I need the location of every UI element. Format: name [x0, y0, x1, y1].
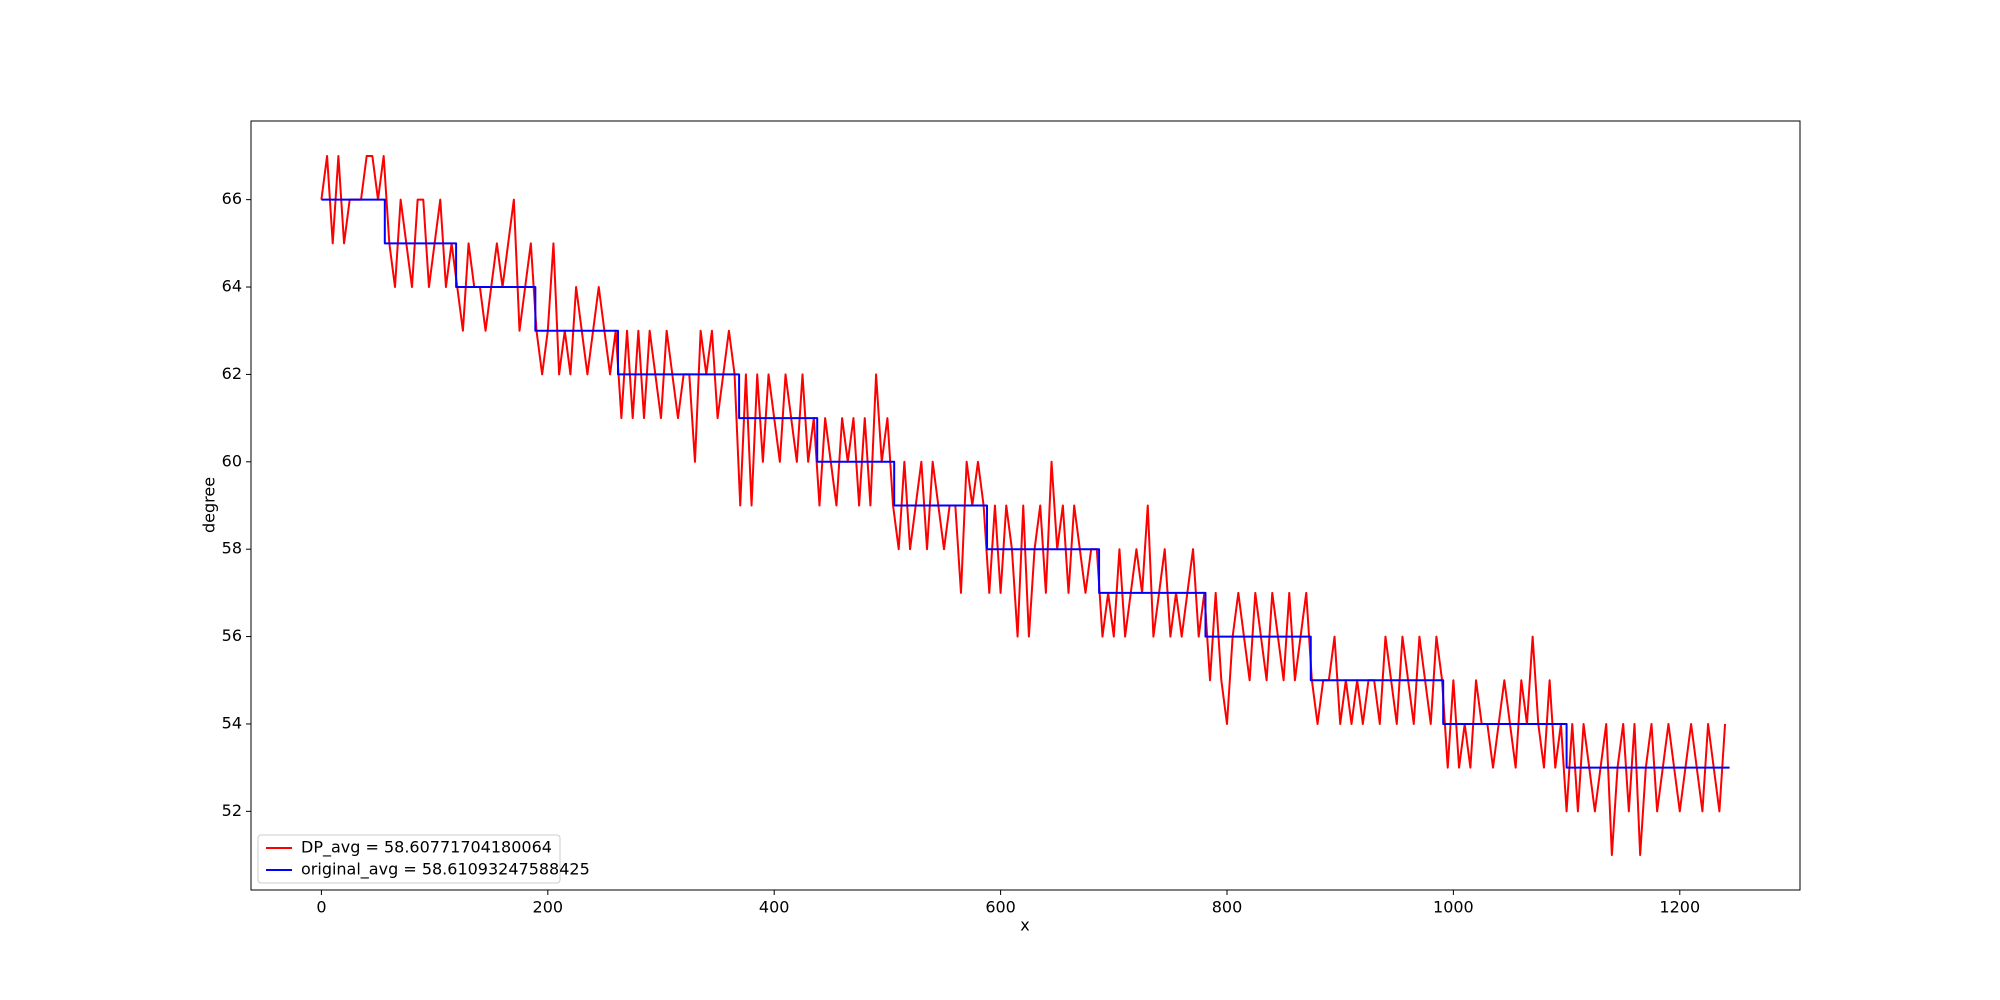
x-tick-label: 200	[533, 898, 564, 917]
y-tick-label: 54	[222, 713, 242, 732]
x-tick-label: 1200	[1659, 898, 1700, 917]
y-tick-label: 58	[222, 539, 242, 558]
legend-label: DP_avg = 58.60771704180064	[301, 838, 552, 858]
x-tick-label: 800	[1212, 898, 1243, 917]
y-tick-label: 66	[222, 189, 242, 208]
plot-frame	[250, 120, 1801, 891]
x-tick-label: 600	[985, 898, 1016, 917]
y-tick-label: 64	[222, 277, 242, 296]
x-axis-label: x	[1020, 916, 1029, 935]
legend-label: original_avg = 58.61093247588425	[301, 860, 590, 880]
y-axis-label: degree	[200, 477, 219, 533]
y-tick-label: 52	[222, 801, 242, 820]
x-tick-label: 400	[759, 898, 790, 917]
series-line	[321, 198, 1730, 769]
y-tick-label: 60	[222, 451, 242, 470]
series-line	[320, 154, 1727, 857]
legend-box	[257, 834, 561, 884]
y-tick-label: 56	[222, 626, 242, 645]
x-tick-label: 1000	[1433, 898, 1474, 917]
y-tick-label: 62	[222, 364, 242, 383]
x-tick-label: 0	[316, 898, 326, 917]
